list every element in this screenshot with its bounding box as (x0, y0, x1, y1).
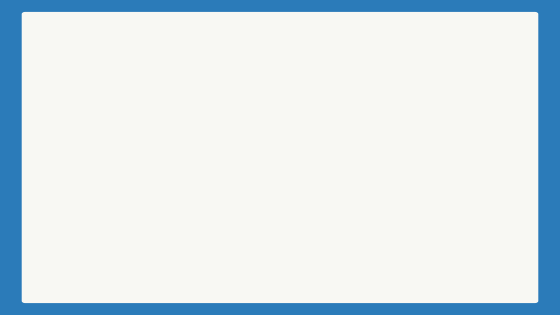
Polygon shape (207, 72, 362, 226)
Text: BH4 Cycle: BH4 Cycle (157, 162, 208, 172)
Text: Urea
Cycle: Urea Cycle (79, 172, 108, 193)
Text: SAMe: SAMe (436, 46, 463, 55)
Text: S-MethylTHF +: S-MethylTHF + (217, 219, 284, 228)
Ellipse shape (194, 141, 248, 165)
Text: SAH: SAH (475, 153, 495, 163)
Text: Cysteine: Cysteine (379, 229, 421, 239)
Text: Tyrosine: Tyrosine (172, 70, 212, 80)
Polygon shape (162, 69, 213, 242)
Text: Methyl-B12: Methyl-B12 (287, 210, 338, 219)
Text: Serotonin: Serotonin (147, 232, 194, 242)
Text: B-6: B-6 (455, 215, 471, 225)
Text: Folate Cycle: Folate Cycle (239, 139, 307, 149)
Text: Methionine: Methionine (335, 38, 389, 48)
Polygon shape (53, 141, 134, 223)
Text: Methylation
Cycle: Methylation Cycle (375, 105, 440, 127)
Text: Homocysteine: Homocysteine (365, 198, 435, 208)
Text: Tryptophan: Tryptophan (110, 75, 165, 85)
Polygon shape (325, 40, 489, 203)
Text: Glutathione: Glutathione (361, 261, 439, 274)
Text: Dopamine: Dopamine (194, 235, 244, 245)
Text: MTHFR: MTHFR (200, 148, 241, 158)
